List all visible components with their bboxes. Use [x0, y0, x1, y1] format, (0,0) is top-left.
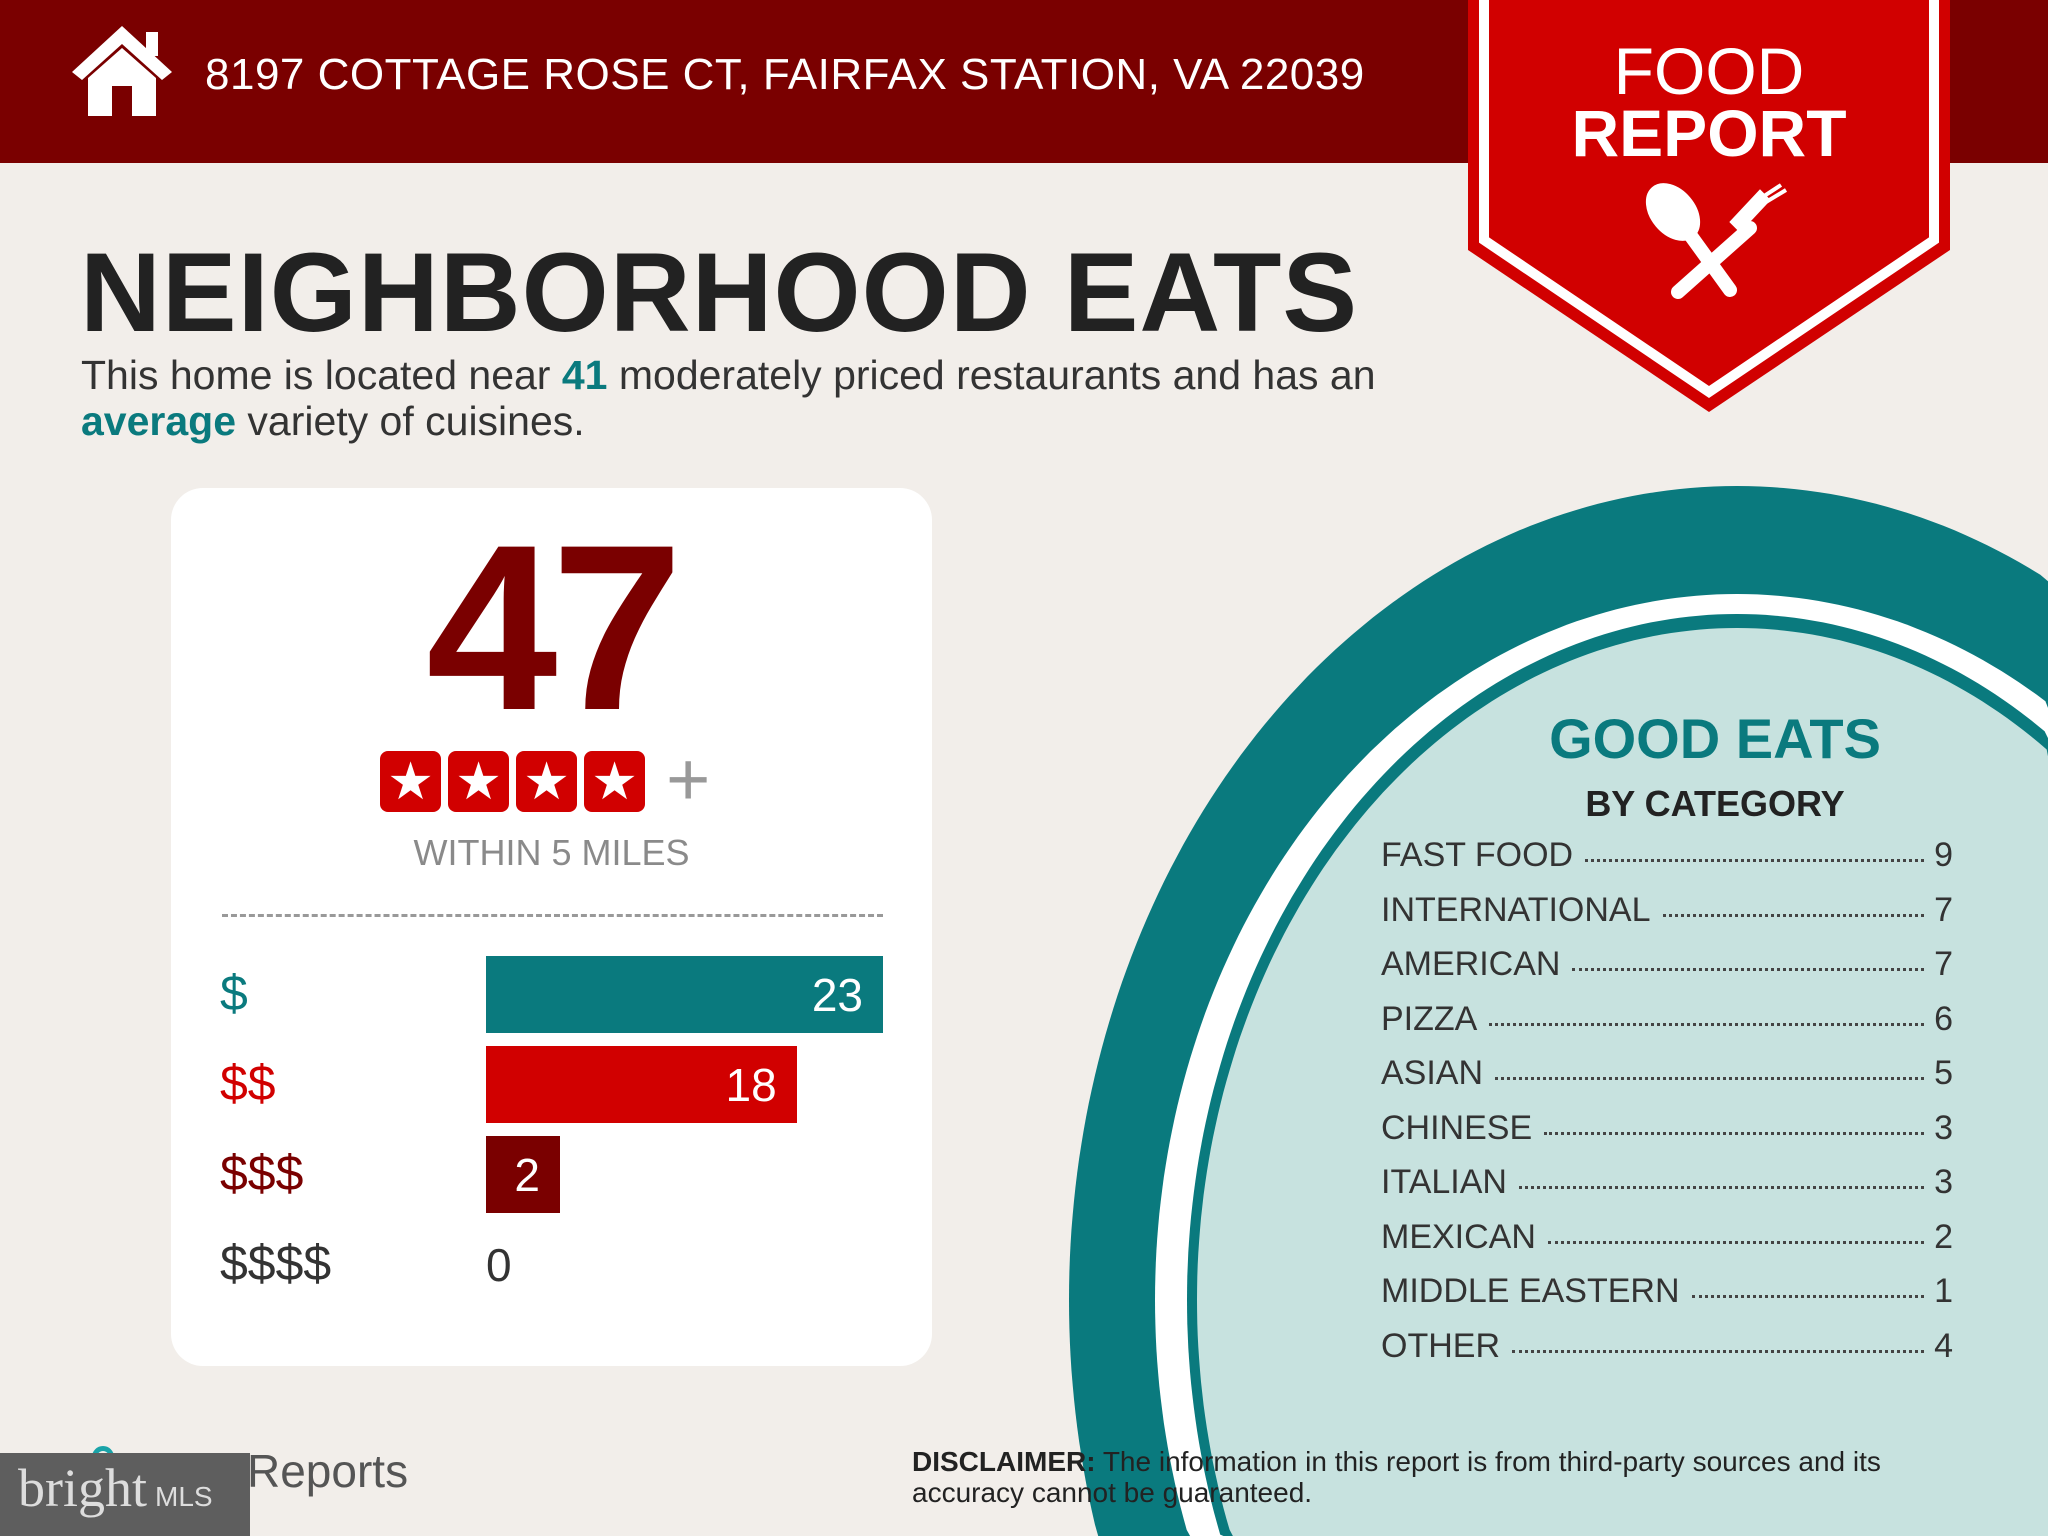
dot-leader: [1518, 1186, 1925, 1189]
price-tier-label: $$$: [220, 1145, 304, 1201]
category-count: 2: [1934, 1217, 1953, 1256]
price-tier-label: $$$$: [220, 1235, 332, 1291]
price-tier-bar: 23: [486, 956, 883, 1033]
divider: [222, 914, 883, 917]
disclaimer-label: DISCLAIMER:: [912, 1446, 1096, 1477]
price-tier-bar: 2: [486, 1136, 560, 1213]
good-eats-subtitle: BY CATEGORY: [1585, 783, 1845, 824]
star-icon: ★: [380, 751, 441, 812]
page-title: NEIGHBORHOOD EATS: [80, 230, 1359, 355]
bright-mls-watermark: bright MLS: [0, 1453, 250, 1536]
restaurant-summary-card: [171, 488, 932, 1366]
category-row: FAST FOOD 9: [1381, 836, 1953, 891]
category-row: MEXICAN 2: [1381, 1218, 1953, 1273]
category-count: 4: [1934, 1326, 1953, 1365]
star-icon: ★: [448, 751, 509, 812]
dot-leader: [1662, 913, 1925, 917]
dot-leader: [1495, 1077, 1925, 1080]
plus-sign: +: [666, 737, 711, 822]
category-list: FAST FOOD 9 INTERNATIONAL 7 AMERICAN 7 PIZZA 6 A…: [1381, 836, 1953, 1381]
star-icon: ★: [516, 751, 577, 812]
badge-line1: FOOD: [1613, 34, 1805, 108]
category-count: 7: [1934, 890, 1953, 929]
variety-level: average: [81, 398, 237, 444]
category-name: PIZZA: [1381, 999, 1478, 1038]
category-name: OTHER: [1381, 1326, 1500, 1365]
category-row: ASIAN 5: [1381, 1054, 1953, 1109]
category-name: ASIAN: [1381, 1054, 1484, 1092]
restaurant-count: 41: [561, 352, 608, 398]
disclaimer: DISCLAIMER: The information in this repo…: [912, 1446, 1992, 1508]
category-name: MIDDLE EASTERN: [1381, 1272, 1680, 1310]
category-name: FAST FOOD: [1381, 836, 1574, 874]
category-row: PIZZA 6: [1381, 1000, 1953, 1055]
good-eats-title: GOOD EATS: [1549, 707, 1881, 770]
dot-leader: [1572, 968, 1925, 971]
category-row: AMERICAN 7: [1381, 945, 1953, 1000]
category-count: 7: [1934, 945, 1953, 983]
price-tier-label: $$: [220, 1055, 276, 1111]
category-count: 6: [1934, 999, 1953, 1038]
summary-part: variety of cuisines.: [236, 398, 585, 444]
dot-leader: [1512, 1349, 1925, 1353]
house-icon: [72, 26, 172, 116]
plate-center: [1197, 628, 2048, 1536]
category-count: 1: [1934, 1272, 1953, 1310]
dot-leader: [1544, 1131, 1925, 1135]
category-count: 5: [1934, 1054, 1953, 1092]
category-row: INTERNATIONAL 7: [1381, 891, 1953, 946]
dot-leader: [1547, 1240, 1925, 1244]
category-row: CHINESE 3: [1381, 1109, 1953, 1164]
price-tier-label: $: [220, 965, 248, 1021]
dot-leader: [1585, 859, 1925, 862]
star-rating: ★ ★ ★ ★: [380, 751, 645, 812]
price-tier-value: 0: [486, 1239, 512, 1291]
total-restaurants: 47: [426, 496, 683, 760]
category-row: MIDDLE EASTERN 1: [1381, 1272, 1953, 1327]
summary-part: moderately priced restaurants and has an: [607, 352, 1376, 398]
category-row: ITALIAN 3: [1381, 1163, 1953, 1218]
category-count: 9: [1934, 836, 1953, 874]
category-name: INTERNATIONAL: [1381, 890, 1651, 929]
category-name: CHINESE: [1381, 1108, 1533, 1147]
category-row: OTHER 4: [1381, 1327, 1953, 1382]
summary-text: This home is located near 41 moderately …: [81, 352, 1441, 444]
category-name: ITALIAN: [1381, 1163, 1507, 1201]
star-icon: ★: [584, 751, 645, 812]
spoon-fork-icon: [1645, 183, 1788, 299]
food-report-badge: [1468, 0, 1950, 412]
badge-title: FOOD REPORT: [1468, 34, 1950, 170]
dot-leader: [1691, 1295, 1925, 1298]
price-tier-bar: 18: [486, 1046, 797, 1123]
reports-logo: Reports: [247, 1445, 409, 1497]
disclaimer-text: The information in this report is from t…: [912, 1446, 1881, 1508]
category-count: 3: [1934, 1163, 1953, 1201]
category-name: AMERICAN: [1381, 945, 1561, 983]
property-address: 8197 COTTAGE ROSE CT, FAIRFAX STATION, V…: [205, 50, 1365, 99]
badge-line2: REPORT: [1571, 96, 1847, 170]
category-count: 3: [1934, 1108, 1953, 1147]
summary-part: This home is located near: [81, 352, 562, 398]
category-name: MEXICAN: [1381, 1217, 1536, 1256]
dot-leader: [1489, 1022, 1925, 1026]
distance-label: WITHIN 5 MILES: [413, 832, 690, 873]
